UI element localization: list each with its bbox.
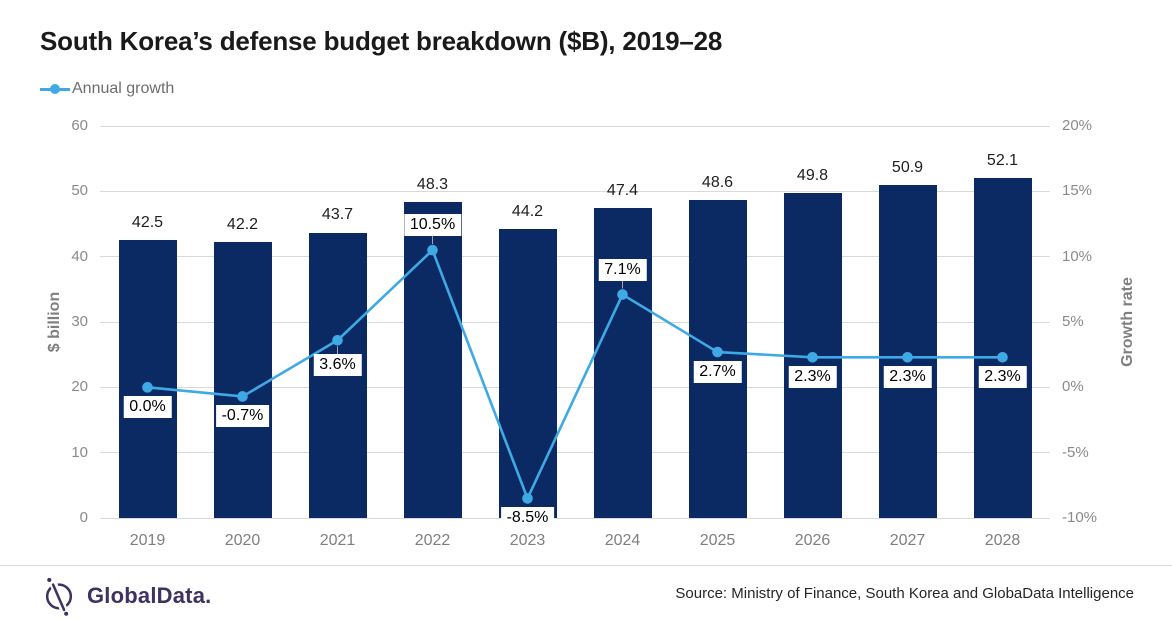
bar-value-2027: 50.9 [891, 159, 924, 177]
footer-divider [0, 565, 1172, 566]
growth-label-2020: -0.7% [215, 405, 270, 428]
left-axis-tick: 10 [71, 443, 88, 461]
right-axis-tick: 10% [1062, 247, 1093, 265]
right-axis-tick: 0% [1062, 378, 1084, 396]
growth-label-2027: 2.3% [883, 366, 932, 389]
growth-label-2022: 10.5% [403, 214, 462, 237]
bar-value-2028: 52.1 [986, 151, 1019, 169]
gridline [100, 386, 1050, 388]
bar-2023 [498, 229, 557, 518]
left-axis-tick: 40 [71, 247, 88, 265]
gridline [100, 125, 1050, 127]
growth-point-2020 [237, 391, 248, 402]
bar-2027 [878, 185, 937, 518]
x-axis-label-2028: 2028 [984, 532, 1021, 549]
growth-point-2023 [522, 493, 533, 504]
x-axis-label-2019: 2019 [129, 532, 166, 549]
x-axis-label-2027: 2027 [889, 532, 926, 549]
chart-title: South Korea’s defense budget breakdown (… [40, 26, 723, 56]
growth-point-2025 [712, 346, 723, 358]
source-text: Source: Ministry of Finance, South Korea… [675, 585, 1134, 602]
x-axis-label-2026: 2026 [794, 532, 831, 549]
bar-value-2021: 43.7 [321, 206, 354, 224]
growth-line-chart [142, 236, 1008, 504]
growth-point-2027 [902, 351, 913, 363]
gridline [100, 256, 1050, 258]
growth-label-2019: 0.0% [123, 396, 172, 419]
left-axis-tick: 60 [71, 117, 88, 134]
bar-value-2022: 48.3 [416, 176, 449, 194]
right-axis-tick: -10% [1062, 509, 1098, 526]
growth-label-2026: 2.3% [788, 366, 837, 389]
legend: Annual growth [40, 80, 174, 98]
legend-line-marker-icon [40, 81, 70, 97]
left-axis-tick: 0 [79, 509, 88, 526]
left-axis-tick: 20 [71, 378, 88, 396]
growth-point-2022 [427, 244, 438, 256]
growth-label-2025: 2.7% [693, 361, 742, 384]
gridline [100, 452, 1050, 454]
globaldata-logo-icon [45, 577, 73, 616]
bar-2028 [973, 177, 1032, 518]
right-axis-tick: 20% [1062, 117, 1093, 134]
growth-point-2026 [807, 351, 818, 363]
x-axis-label-2021: 2021 [319, 532, 356, 549]
growth-point-2021 [332, 334, 343, 346]
left-axis-title: $ billion [46, 291, 63, 353]
right-axis-tick: 5% [1062, 313, 1084, 330]
plot-area: 42.5 2019 42.2 2020 43.7 2021 48.3 2022 44.2 2023… [100, 125, 1050, 549]
growth-label-2021: 3.6% [313, 354, 362, 377]
bar-value-2025: 48.6 [701, 174, 734, 192]
globaldata-logo: GlobalData. [40, 576, 211, 616]
growth-label-2024: 7.1% [598, 258, 647, 281]
gridline [100, 190, 1050, 192]
x-axis-label-2022: 2022 [414, 532, 451, 549]
right-axis-tick: 15% [1062, 182, 1093, 200]
growth-point-2028 [997, 351, 1008, 363]
bar-value-2026: 49.8 [796, 166, 829, 184]
x-axis-label-2023: 2023 [509, 532, 546, 549]
gridline [100, 517, 1050, 519]
x-axis-label-2024: 2024 [604, 532, 641, 549]
legend-label: Annual growth [72, 80, 175, 97]
bar-value-2020: 42.2 [226, 216, 259, 234]
left-axis-tick: 30 [71, 313, 88, 330]
right-axis-tick: -5% [1062, 443, 1089, 461]
growth-point-2024 [617, 289, 628, 300]
right-axis-title: Growth rate [1119, 277, 1136, 367]
x-axis-label-2025: 2025 [699, 532, 736, 549]
left-axis-tick: 50 [71, 182, 88, 200]
x-axis-label-2020: 2020 [224, 532, 261, 549]
growth-label-2023: -8.5% [500, 507, 555, 530]
growth-line [147, 248, 1003, 500]
bar-2020 [213, 242, 272, 518]
bar-value-2019: 42.5 [131, 214, 164, 232]
bar-value-2023: 44.2 [511, 203, 544, 221]
bar-value-2024: 47.4 [606, 182, 639, 200]
growth-label-2028: 2.3% [978, 366, 1027, 389]
globaldata-logo-text: GlobalData. [87, 583, 212, 608]
bar-2025 [688, 200, 747, 518]
growth-point-2019 [142, 382, 153, 393]
gridline [100, 321, 1050, 323]
bar-2019 [118, 240, 177, 518]
